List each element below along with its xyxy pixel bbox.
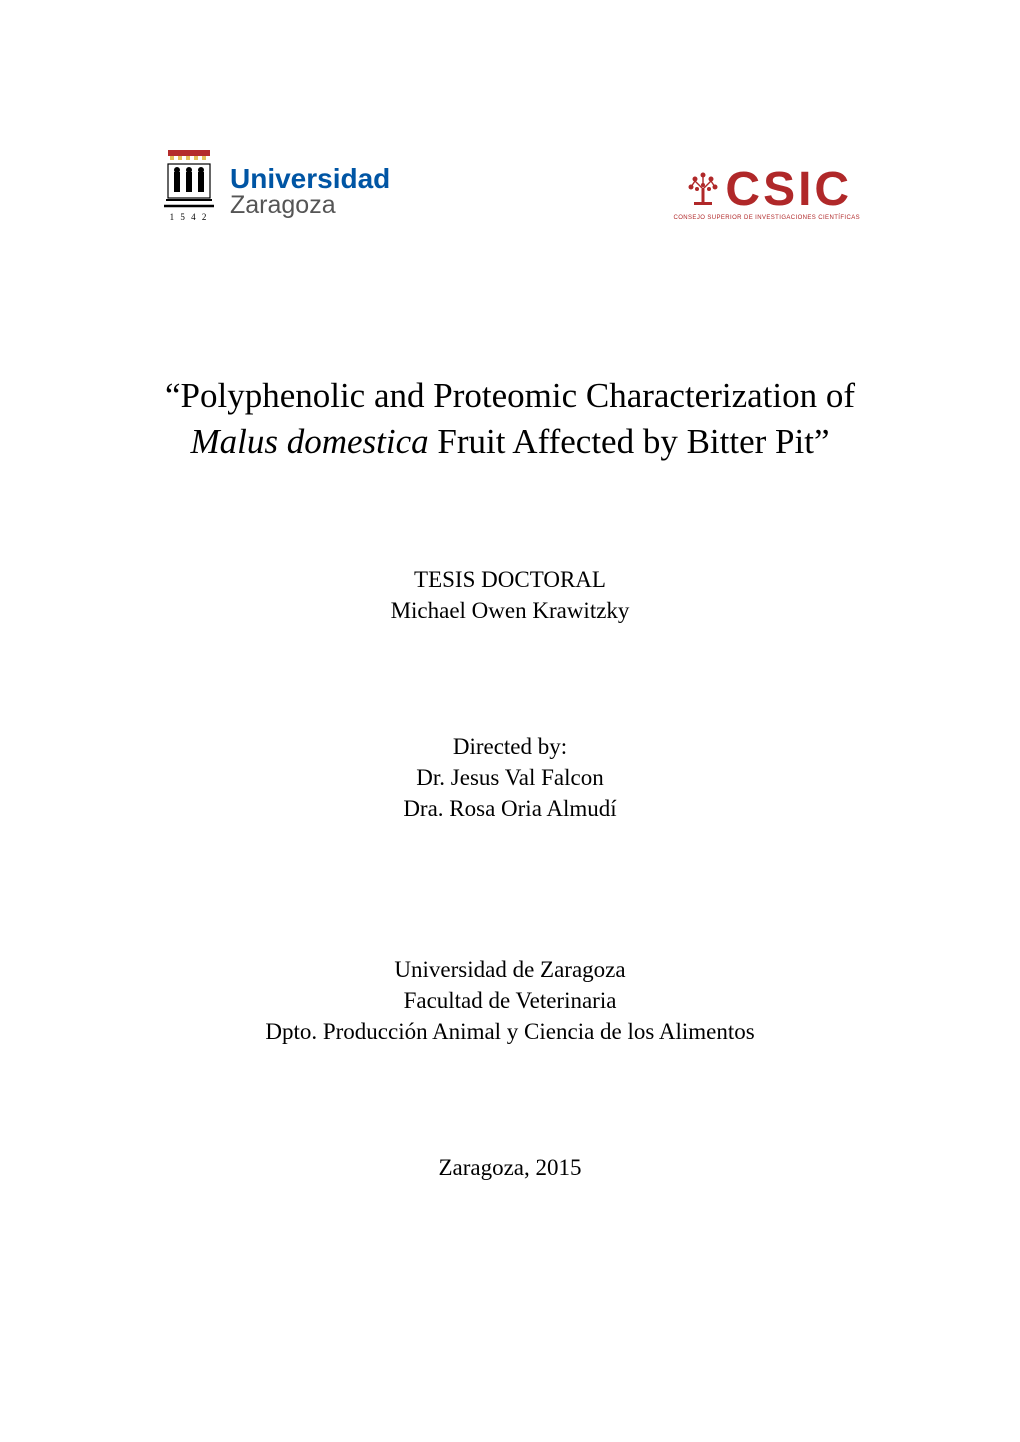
director-1: Dr. Jesus Val Falcon	[130, 762, 890, 793]
department-name: Dpto. Producción Animal y Ciencia de los…	[130, 1016, 890, 1047]
city-year: Zaragoza, 2015	[130, 1152, 890, 1183]
author-name: Michael Owen Krawitzky	[130, 595, 890, 626]
universidad-zaragoza-text: Universidad Zaragoza	[230, 165, 390, 218]
csic-tree-icon	[681, 165, 725, 214]
faculty-name: Facultad de Veterinaria	[130, 985, 890, 1016]
university-block: Universidad de Zaragoza Facultad de Vete…	[130, 954, 890, 1047]
thesis-label: TESIS DOCTORAL	[130, 564, 890, 595]
directed-by-block: Directed by: Dr. Jesus Val Falcon Dra. R…	[130, 731, 890, 824]
universidad-zaragoza-building-icon: 1 5 4 2	[160, 150, 218, 233]
director-2: Dra. Rosa Oria Almudí	[130, 793, 890, 824]
logo-left-line1: Universidad	[230, 165, 390, 193]
footer-block: Zaragoza, 2015	[130, 1152, 890, 1183]
csic-subtext: CONSEJO SUPERIOR DE INVESTIGACIONES CIEN…	[674, 215, 861, 221]
title-rest: Fruit Affected by Bitter Pit”	[429, 422, 830, 461]
svg-text:1 5 4 2: 1 5 4 2	[170, 212, 209, 222]
directed-by-label: Directed by:	[130, 731, 890, 762]
csic-text: CSIC	[725, 162, 852, 217]
title-line-2: Malus domestica Fruit Affected by Bitter…	[130, 419, 890, 465]
title-italic: Malus domestica	[191, 422, 429, 461]
universidad-zaragoza-logo: 1 5 4 2 Universidad Zaragoza	[160, 150, 390, 233]
csic-logo-top: CSIC	[681, 162, 852, 217]
logo-row: 1 5 4 2 Universidad Zaragoza	[130, 150, 890, 233]
author-block: TESIS DOCTORAL Michael Owen Krawitzky	[130, 564, 890, 626]
csic-logo: CSIC CONSEJO SUPERIOR DE INVESTIGACIONES…	[674, 162, 861, 221]
logo-left-line2: Zaragoza	[230, 193, 390, 218]
title-line-1: “Polyphenolic and Proteomic Characteriza…	[130, 373, 890, 419]
university-name: Universidad de Zaragoza	[130, 954, 890, 985]
thesis-title: “Polyphenolic and Proteomic Characteriza…	[130, 373, 890, 464]
title-page: 1 5 4 2 Universidad Zaragoza	[0, 0, 1020, 1442]
